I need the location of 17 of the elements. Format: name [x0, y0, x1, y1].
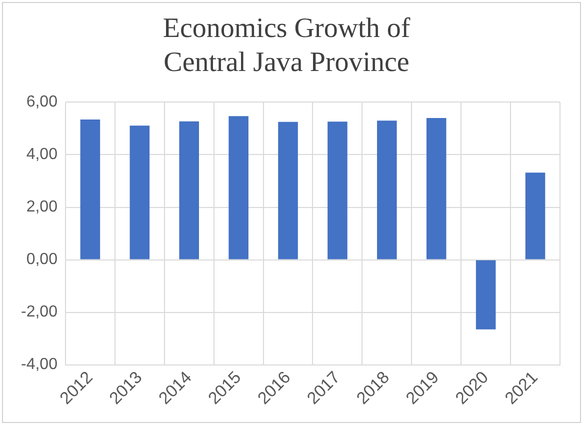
- y-tick-label: -4,00: [21, 356, 58, 374]
- y-tick-label: -2,00: [21, 304, 58, 321]
- bar: [377, 120, 397, 260]
- bar: [328, 122, 348, 260]
- chart-title: Economics Growth of Central Java Province: [162, 13, 411, 78]
- bar: [476, 260, 496, 330]
- bar: [278, 122, 298, 260]
- y-tick-label: 0,00: [26, 251, 58, 268]
- bar: [525, 172, 546, 260]
- y-tick-label: 2,00: [26, 198, 58, 216]
- bar: [80, 120, 100, 260]
- bar: [228, 116, 248, 260]
- bar: [426, 118, 446, 260]
- bar: [130, 126, 150, 260]
- y-tick-label: 4,00: [26, 146, 58, 164]
- y-tick-label: 6,00: [26, 94, 58, 111]
- bar: [179, 121, 199, 260]
